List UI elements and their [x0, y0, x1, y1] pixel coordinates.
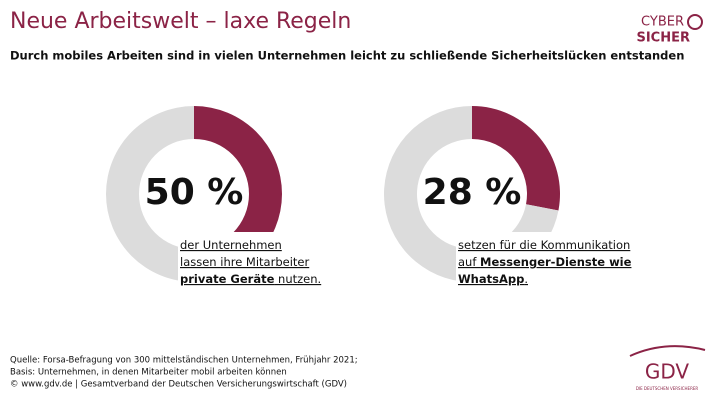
logo-gdv: GDV DIE DEUTSCHEN VERSICHERER — [629, 345, 706, 391]
value-label: 50 % — [145, 172, 244, 213]
description-part: setzen für die Kommunikation — [458, 238, 630, 252]
label-backdrop — [178, 232, 348, 294]
logo-cyber-sicher: CYBER SICHER — [636, 14, 703, 46]
footer-line: Quelle: Forsa-Befragung von 300 mittelst… — [10, 356, 358, 366]
title: Neue Arbeitswelt – laxe Regeln — [10, 9, 351, 34]
description-part: Messenger-Dienste wie — [480, 255, 632, 269]
description-line: auf Messenger-Dienste wie — [458, 255, 632, 269]
description-part: nutzen. — [274, 272, 321, 286]
description-line: der Unternehmen — [180, 238, 282, 252]
donut-segment — [472, 106, 560, 211]
logo-text: GDV — [645, 360, 690, 384]
footer-line: Basis: Unternehmen, in denen Mitarbeiter… — [10, 368, 287, 378]
logo-text: CYBER — [641, 15, 684, 30]
description-part: . — [524, 272, 528, 286]
value-label: 28 % — [423, 172, 522, 213]
logo-tagline: DIE DEUTSCHEN VERSICHERER — [636, 386, 699, 391]
description-part: private Geräte — [180, 272, 275, 286]
description-line: lassen ihre Mitarbeiter — [180, 255, 309, 269]
subtitle: Durch mobiles Arbeiten sind in vielen Un… — [10, 49, 684, 63]
label-backdrop — [456, 232, 626, 294]
description-line: WhatsApp. — [458, 272, 528, 286]
description-line: private Geräte nutzen. — [180, 272, 321, 286]
description-part: lassen ihre Mitarbeiter — [180, 255, 309, 269]
logo-icon — [687, 14, 703, 30]
logo-text: SICHER — [636, 31, 690, 46]
description-part: der Unternehmen — [180, 238, 282, 252]
footer-line: © www.gdv.de | Gesamtverband der Deutsch… — [10, 380, 347, 390]
description-part: WhatsApp — [458, 272, 524, 286]
description-line: setzen für die Kommunikation — [458, 238, 630, 252]
donut-segment — [106, 106, 194, 282]
logo-swoosh — [629, 345, 706, 357]
description-part: auf — [458, 255, 480, 269]
